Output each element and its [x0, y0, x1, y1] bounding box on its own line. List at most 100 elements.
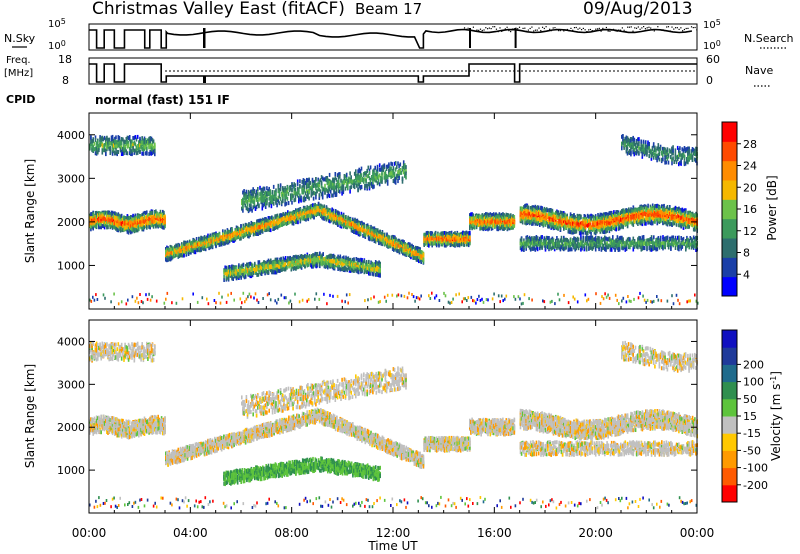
power-cell	[331, 263, 334, 268]
power-cell	[148, 224, 150, 229]
power-cell	[119, 227, 122, 232]
power-cell	[372, 228, 375, 233]
power-cell	[279, 217, 281, 222]
cpid-label: CPID	[6, 93, 35, 106]
power-cell	[94, 211, 97, 215]
power-cell	[413, 250, 416, 255]
power-cell	[142, 219, 145, 224]
power-cell	[265, 223, 267, 228]
power-cell	[377, 238, 379, 243]
power-cell	[314, 206, 316, 211]
power-cell	[116, 220, 118, 225]
power-cell	[356, 260, 359, 265]
power-cell	[323, 261, 326, 265]
power-cell	[276, 263, 279, 268]
power-cell	[243, 271, 246, 276]
nsearch-dot	[600, 30, 602, 32]
power-cell	[243, 189, 245, 193]
power-cell	[303, 255, 305, 260]
power-cell	[355, 257, 358, 261]
power-cell	[337, 214, 339, 219]
nsearch-dot	[504, 28, 506, 30]
power-cell	[91, 225, 93, 230]
power-cell	[188, 249, 191, 254]
power-cell	[341, 222, 344, 227]
power-cell	[331, 260, 334, 265]
power-cell	[388, 244, 390, 249]
power-cell	[174, 252, 176, 257]
power-cell	[319, 251, 321, 256]
power-cell	[100, 218, 102, 223]
power-cell	[304, 264, 306, 269]
power-cell	[125, 227, 128, 232]
power-cell	[354, 225, 356, 230]
freq-gap-mark	[203, 76, 206, 83]
power-cell	[338, 216, 340, 221]
power-cell	[286, 265, 288, 270]
power-cell	[250, 223, 253, 228]
power-cell	[255, 267, 257, 272]
power-cell	[260, 195, 262, 200]
power-cell	[309, 255, 312, 260]
power-cell	[275, 267, 278, 272]
nsearch-dot	[588, 29, 590, 31]
nsearch-dot	[471, 29, 473, 31]
nsearch-dot	[563, 30, 565, 32]
power-cell	[357, 227, 360, 232]
power-cell	[361, 268, 363, 273]
power-cell	[170, 248, 173, 253]
power-cell	[241, 266, 244, 271]
power-cell	[208, 242, 210, 247]
power-cell	[276, 225, 279, 230]
power-cell	[361, 264, 363, 269]
nsearch-dot	[467, 27, 469, 29]
power-cell	[306, 211, 308, 216]
power-cell	[296, 265, 298, 270]
power-cell	[249, 203, 251, 208]
power-cell	[149, 220, 151, 225]
freq-strip-frame	[88, 57, 698, 85]
power-cell	[331, 207, 333, 212]
power-cell	[199, 246, 201, 251]
power-cell	[207, 237, 209, 241]
power-cell	[155, 216, 157, 220]
power-cell	[330, 210, 332, 214]
power-cell	[316, 206, 319, 211]
power-cell	[386, 240, 388, 245]
power-cell	[241, 272, 244, 277]
nsearch-dot	[660, 29, 662, 31]
power-cell	[265, 228, 267, 232]
power-cell	[134, 225, 137, 230]
power-cell	[271, 223, 273, 228]
power-cell	[356, 225, 359, 230]
power-cell	[260, 228, 263, 233]
power-cell	[352, 258, 354, 263]
power-cell	[257, 199, 259, 204]
power-cell	[390, 235, 393, 240]
power-cell	[353, 227, 355, 232]
power-cell	[394, 239, 396, 243]
power-cell	[163, 220, 165, 225]
power-cell	[230, 227, 232, 232]
power-cell	[131, 216, 133, 221]
power-cell	[280, 262, 282, 267]
nsearch-dot	[589, 28, 592, 31]
power-cell	[276, 257, 279, 262]
power-cell	[342, 219, 345, 224]
power-cell	[287, 260, 289, 265]
power-cell	[379, 229, 381, 234]
power-cell	[375, 230, 378, 235]
power-cell	[260, 272, 263, 276]
nsearch-label: N.Search	[744, 32, 794, 45]
power-cell	[317, 201, 320, 206]
power-cell	[414, 245, 417, 250]
power-cell	[338, 220, 340, 225]
power-cell	[370, 231, 372, 236]
power-cell	[158, 223, 161, 228]
nsearch-dot	[678, 28, 680, 30]
nsearch-dot	[534, 29, 537, 31]
power-cell	[312, 263, 314, 268]
power-cell	[309, 263, 312, 268]
power-cell	[98, 218, 100, 223]
